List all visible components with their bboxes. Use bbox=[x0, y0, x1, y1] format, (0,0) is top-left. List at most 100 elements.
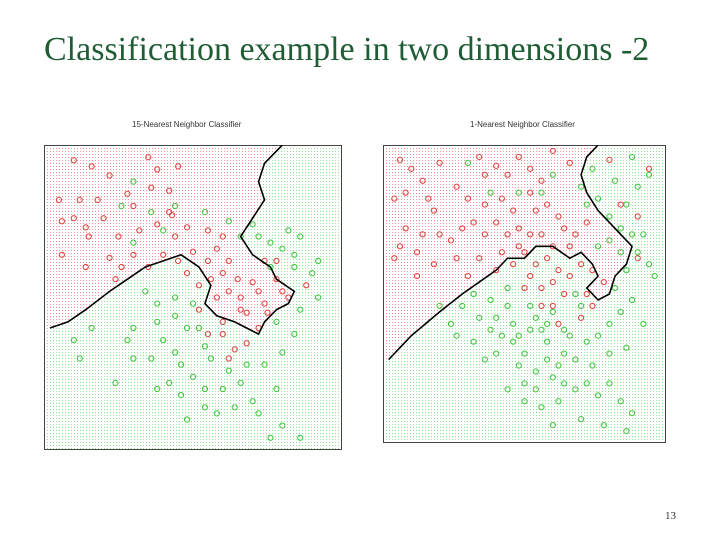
green-point bbox=[436, 302, 443, 310]
red-point bbox=[538, 302, 545, 310]
green-point bbox=[521, 380, 528, 387]
red-point bbox=[106, 254, 113, 261]
red-point bbox=[58, 218, 65, 225]
red-point bbox=[561, 225, 568, 232]
red-point bbox=[219, 233, 226, 240]
red-point bbox=[303, 282, 310, 289]
green-point bbox=[201, 343, 209, 350]
red-point bbox=[166, 209, 173, 216]
green-point bbox=[487, 189, 494, 196]
red-point bbox=[396, 156, 404, 163]
green-point bbox=[594, 195, 602, 202]
green-point bbox=[515, 332, 522, 339]
green-point bbox=[493, 350, 500, 357]
red-point bbox=[459, 225, 466, 232]
left-figure-title: 15-Nearest Neighbor Classifier bbox=[132, 120, 242, 129]
green-point bbox=[201, 385, 209, 393]
red-point bbox=[578, 314, 585, 321]
green-point bbox=[172, 294, 179, 301]
green-point bbox=[279, 245, 286, 252]
green-point bbox=[594, 392, 602, 399]
red-point bbox=[130, 202, 137, 210]
red-point bbox=[413, 249, 421, 256]
green-point bbox=[487, 326, 494, 333]
green-point bbox=[201, 404, 209, 411]
red-point bbox=[498, 249, 505, 256]
green-point bbox=[76, 355, 83, 362]
green-point bbox=[594, 243, 602, 250]
green-point bbox=[154, 300, 161, 307]
red-point bbox=[504, 171, 511, 178]
green-point bbox=[130, 355, 137, 362]
green-point bbox=[493, 314, 500, 321]
green-point bbox=[201, 209, 209, 216]
red-point bbox=[249, 279, 256, 286]
green-point bbox=[470, 338, 477, 345]
red-point bbox=[430, 207, 438, 214]
red-point bbox=[538, 284, 545, 292]
red-point bbox=[566, 243, 573, 250]
green-point bbox=[225, 218, 232, 225]
green-point bbox=[166, 379, 173, 386]
green-point bbox=[237, 379, 244, 386]
green-point bbox=[600, 422, 607, 429]
red-point bbox=[58, 251, 65, 258]
green-point bbox=[566, 332, 573, 339]
red-point bbox=[115, 233, 122, 240]
green-point bbox=[617, 249, 624, 256]
green-point bbox=[651, 273, 658, 280]
red-point bbox=[213, 245, 220, 252]
red-point bbox=[175, 163, 182, 170]
green-point bbox=[628, 410, 636, 417]
red-point bbox=[413, 273, 421, 280]
green-point bbox=[267, 263, 274, 271]
green-point bbox=[628, 296, 636, 304]
red-point bbox=[207, 276, 214, 283]
red-point bbox=[498, 195, 505, 202]
green-point bbox=[544, 356, 551, 363]
red-point bbox=[527, 165, 534, 172]
green-point bbox=[130, 239, 137, 246]
red-point bbox=[172, 233, 179, 240]
red-point bbox=[555, 213, 562, 220]
green-point bbox=[172, 202, 179, 210]
red-point bbox=[154, 221, 161, 228]
red-point bbox=[532, 207, 539, 214]
green-region bbox=[44, 145, 342, 450]
red-point bbox=[476, 255, 483, 262]
green-point bbox=[481, 356, 488, 363]
green-point bbox=[623, 427, 630, 435]
green-point bbox=[213, 410, 220, 417]
red-point bbox=[645, 165, 653, 172]
red-point bbox=[436, 159, 443, 166]
red-point bbox=[470, 219, 477, 226]
green-point bbox=[606, 350, 613, 357]
green-point bbox=[527, 326, 534, 333]
red-point bbox=[195, 306, 203, 313]
green-point bbox=[470, 290, 477, 298]
red-point bbox=[532, 261, 539, 268]
red-point bbox=[183, 224, 191, 231]
green-point bbox=[88, 324, 95, 332]
red-point bbox=[219, 318, 226, 325]
green-point bbox=[611, 177, 619, 184]
red-point bbox=[447, 237, 455, 244]
green-point bbox=[459, 302, 466, 310]
green-point bbox=[231, 404, 238, 411]
green-point bbox=[172, 349, 179, 356]
red-point bbox=[124, 190, 131, 197]
red-point bbox=[521, 284, 528, 292]
green-point bbox=[538, 326, 545, 333]
red-point bbox=[234, 276, 241, 283]
red-point bbox=[402, 225, 409, 232]
green-point bbox=[476, 314, 483, 321]
red-point bbox=[583, 219, 590, 226]
green-point bbox=[510, 338, 517, 345]
red-point bbox=[204, 257, 211, 265]
red-point bbox=[476, 153, 483, 161]
green-point bbox=[572, 386, 579, 393]
green-point bbox=[447, 320, 455, 327]
red-point bbox=[70, 215, 77, 222]
red-point bbox=[453, 183, 460, 190]
red-point bbox=[419, 231, 426, 238]
